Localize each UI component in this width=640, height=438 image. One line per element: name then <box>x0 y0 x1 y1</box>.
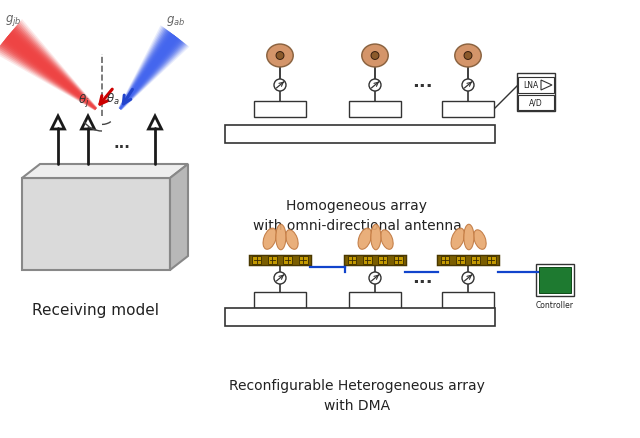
Ellipse shape <box>362 44 388 67</box>
Text: Digital Processing: Digital Processing <box>314 312 406 322</box>
FancyBboxPatch shape <box>249 255 311 265</box>
Circle shape <box>274 272 286 284</box>
Circle shape <box>462 79 474 91</box>
Circle shape <box>276 52 284 60</box>
Ellipse shape <box>267 44 293 67</box>
Text: LNA: LNA <box>523 81 538 89</box>
Text: $g_{jb}$: $g_{jb}$ <box>5 14 22 28</box>
Polygon shape <box>120 35 176 109</box>
Text: Reconfigurable Heterogeneous array
with DMA: Reconfigurable Heterogeneous array with … <box>229 379 485 413</box>
Text: RF Chain: RF Chain <box>355 105 395 113</box>
Polygon shape <box>0 23 97 110</box>
Text: ...: ... <box>412 269 432 287</box>
FancyBboxPatch shape <box>518 95 554 110</box>
Text: ...: ... <box>412 73 432 91</box>
Polygon shape <box>119 28 186 110</box>
FancyBboxPatch shape <box>253 257 261 264</box>
Ellipse shape <box>358 228 372 249</box>
Text: RF Chain: RF Chain <box>448 296 488 304</box>
Ellipse shape <box>474 230 486 249</box>
Text: RF Chain: RF Chain <box>260 105 300 113</box>
FancyBboxPatch shape <box>539 267 571 293</box>
Polygon shape <box>0 22 97 110</box>
Text: ...: ... <box>113 137 131 152</box>
FancyBboxPatch shape <box>225 125 495 143</box>
Text: $\theta_j$: $\theta_j$ <box>78 92 90 110</box>
Polygon shape <box>3 30 97 110</box>
Polygon shape <box>119 29 184 110</box>
FancyBboxPatch shape <box>394 257 403 264</box>
Polygon shape <box>2 29 97 110</box>
Ellipse shape <box>451 228 465 249</box>
FancyBboxPatch shape <box>284 257 292 264</box>
FancyBboxPatch shape <box>349 292 401 308</box>
FancyBboxPatch shape <box>437 255 499 265</box>
Ellipse shape <box>371 224 381 250</box>
FancyBboxPatch shape <box>536 264 574 296</box>
FancyBboxPatch shape <box>254 292 306 308</box>
FancyBboxPatch shape <box>363 257 372 264</box>
Text: A/D: A/D <box>529 98 543 107</box>
Polygon shape <box>0 21 97 110</box>
Text: Controller: Controller <box>536 301 574 310</box>
Ellipse shape <box>381 230 393 249</box>
Ellipse shape <box>285 230 298 249</box>
Polygon shape <box>120 33 179 109</box>
Ellipse shape <box>263 228 276 249</box>
Polygon shape <box>119 30 184 110</box>
Polygon shape <box>119 31 182 110</box>
FancyBboxPatch shape <box>442 292 494 308</box>
FancyBboxPatch shape <box>348 257 356 264</box>
Polygon shape <box>118 27 187 110</box>
FancyBboxPatch shape <box>486 257 495 264</box>
Text: RF Chain: RF Chain <box>260 296 300 304</box>
Polygon shape <box>118 26 188 110</box>
FancyBboxPatch shape <box>349 101 401 117</box>
Text: RF Chain: RF Chain <box>355 296 395 304</box>
Polygon shape <box>22 178 170 270</box>
Polygon shape <box>6 33 96 109</box>
Polygon shape <box>0 19 97 110</box>
FancyBboxPatch shape <box>254 101 306 117</box>
Text: Receiving model: Receiving model <box>31 303 159 318</box>
Polygon shape <box>119 32 181 110</box>
Ellipse shape <box>464 224 474 250</box>
Polygon shape <box>4 32 96 110</box>
Polygon shape <box>120 34 177 109</box>
Polygon shape <box>120 32 180 110</box>
Text: Homogeneous array
with omni-directional antenna: Homogeneous array with omni-directional … <box>253 199 461 233</box>
Circle shape <box>371 52 379 60</box>
Polygon shape <box>118 25 189 110</box>
Circle shape <box>462 272 474 284</box>
FancyBboxPatch shape <box>344 255 406 265</box>
FancyBboxPatch shape <box>225 308 495 326</box>
Circle shape <box>369 272 381 284</box>
FancyBboxPatch shape <box>471 257 480 264</box>
Text: $g_{ab}$: $g_{ab}$ <box>166 14 186 28</box>
Circle shape <box>464 52 472 60</box>
Text: Digital Processing: Digital Processing <box>314 129 406 139</box>
Polygon shape <box>170 164 188 270</box>
Ellipse shape <box>276 224 286 250</box>
Polygon shape <box>0 26 97 110</box>
FancyBboxPatch shape <box>456 257 465 264</box>
FancyBboxPatch shape <box>440 257 449 264</box>
Polygon shape <box>1 28 97 110</box>
FancyBboxPatch shape <box>268 257 276 264</box>
Polygon shape <box>0 25 97 110</box>
Polygon shape <box>22 164 188 178</box>
FancyBboxPatch shape <box>517 73 555 111</box>
FancyBboxPatch shape <box>378 257 387 264</box>
Circle shape <box>369 79 381 91</box>
FancyBboxPatch shape <box>299 257 307 264</box>
Polygon shape <box>7 35 96 109</box>
Circle shape <box>274 79 286 91</box>
Text: RF Chain: RF Chain <box>448 105 488 113</box>
FancyBboxPatch shape <box>442 101 494 117</box>
Ellipse shape <box>455 44 481 67</box>
Text: $\theta_a$: $\theta_a$ <box>106 92 120 106</box>
FancyBboxPatch shape <box>518 77 554 93</box>
